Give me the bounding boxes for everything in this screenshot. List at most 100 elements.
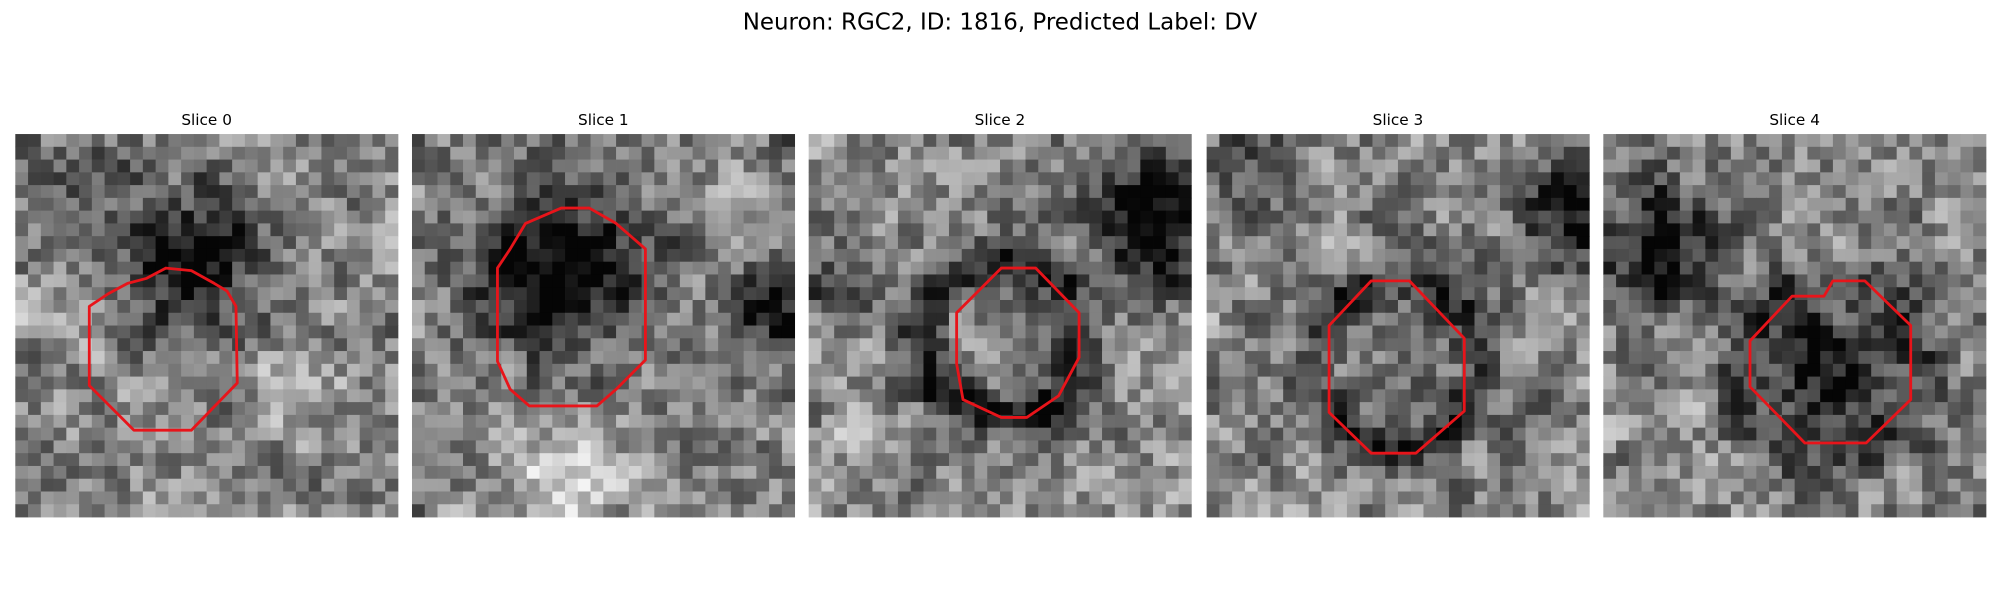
pixel [603,185,617,199]
pixel [1346,363,1361,377]
pixel [1641,185,1655,199]
pixel [488,453,502,467]
pixel [1359,376,1373,390]
pixel [1551,274,1565,288]
pixel [1718,146,1732,160]
pixel [756,389,770,403]
pixel [1832,402,1847,416]
pixel [142,414,156,429]
pixel [91,325,105,339]
pixel [577,504,591,518]
pixel [475,210,489,224]
pixel [155,478,169,492]
pixel [1909,197,1923,212]
pixel [40,453,54,467]
pixel [181,300,195,314]
pixel [359,159,373,173]
pixel [872,351,886,365]
pixel [463,414,477,429]
pixel [1410,159,1424,173]
pixel [1372,504,1386,518]
pixel [1308,134,1322,148]
pixel [1448,300,1463,314]
pixel [1563,376,1577,390]
pixel [1372,363,1386,377]
pixel [641,223,655,237]
pixel [257,172,271,186]
pixel [283,478,297,492]
pixel [321,159,335,173]
pixel [552,338,566,352]
pixel [424,210,438,224]
pixel [450,134,464,148]
pixel [1705,504,1719,518]
pixel [1845,325,1859,339]
pixel [539,325,553,339]
pixel [168,351,182,365]
pixel [1960,338,1974,352]
pixel [730,248,745,263]
pixel [475,159,489,173]
pixel [1000,210,1014,224]
pixel [372,363,386,377]
pixel [781,236,796,250]
pixel [1012,185,1026,199]
pixel [628,440,642,454]
pixel [28,453,42,467]
pixel [1807,338,1821,352]
pixel [1321,185,1335,199]
pixel [1563,465,1577,480]
pixel [1525,402,1539,416]
pixel [1628,185,1642,199]
pixel [1641,504,1655,518]
pixel [1448,134,1463,148]
pixel [1616,376,1630,390]
pixel [1858,351,1872,365]
pixel [1794,197,1808,212]
pixel [1436,210,1450,224]
pixel [385,325,399,339]
pixel [1616,478,1630,492]
pixel [1308,363,1322,377]
pixel [1308,376,1322,390]
pixel [206,338,220,352]
pixel [53,300,67,314]
pixel [28,491,42,505]
pixel [257,478,271,492]
pixel [308,427,322,441]
pixel [295,197,310,212]
pixel [1461,300,1475,314]
pixel [1641,478,1655,492]
pixel [1705,414,1719,429]
pixel [590,197,604,212]
pixel [1410,504,1424,518]
pixel [1845,236,1859,250]
pixel [730,236,745,250]
pixel [1114,248,1128,263]
pixel [1679,453,1693,467]
pixel [40,389,54,403]
pixel [667,146,681,160]
pixel [1334,146,1348,160]
pixel [295,210,310,224]
pixel [1178,427,1192,441]
pixel [974,312,988,326]
pixel [1947,287,1961,301]
pixel [117,223,131,237]
pixel [1051,146,1065,160]
pixel [1397,287,1412,301]
pixel [1283,338,1297,352]
pixel [705,248,719,263]
pixel [53,414,67,429]
pixel [1063,465,1077,480]
pixel [616,465,630,480]
pixel [501,351,515,365]
pixel [1076,146,1090,160]
pixel [1576,465,1590,480]
pixel [1257,223,1271,237]
pixel [565,274,579,288]
pixel [1232,274,1246,288]
pixel [1871,478,1885,492]
pixel [130,287,144,301]
pixel [1551,338,1565,352]
